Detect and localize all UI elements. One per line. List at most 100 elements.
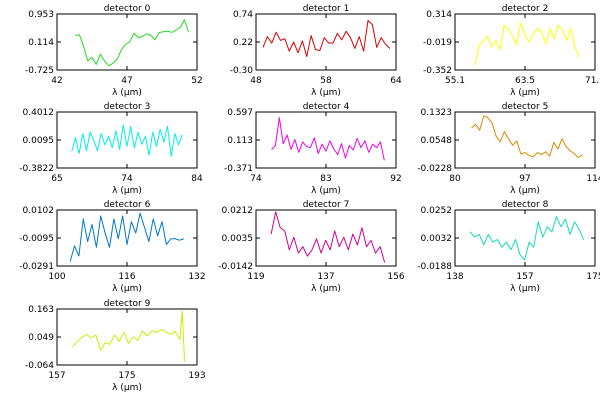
x-axis-label: λ (μm) bbox=[510, 88, 540, 98]
y-tick-label: 0.4012 bbox=[23, 108, 55, 118]
x-tick-label: 63.5 bbox=[515, 76, 535, 86]
plot-frame bbox=[454, 111, 596, 169]
plot-frame bbox=[255, 209, 397, 267]
x-tick-label: 175 bbox=[586, 272, 600, 282]
y-tick-label: 0.0102 bbox=[23, 206, 55, 216]
y-tick-label: -0.371 bbox=[224, 164, 253, 174]
panel-title: detector 7 bbox=[303, 200, 350, 210]
x-tick-label: 74 bbox=[250, 174, 262, 184]
panel-title: detector 1 bbox=[303, 4, 350, 14]
series-line bbox=[471, 115, 583, 159]
x-tick-label: 80 bbox=[449, 174, 461, 184]
x-axis-label: λ (μm) bbox=[311, 186, 341, 196]
y-tick-label: 0.163 bbox=[28, 305, 54, 315]
x-tick-label: 157 bbox=[48, 371, 65, 381]
y-tick-label: -0.0291 bbox=[19, 262, 54, 272]
x-tick-label: 48 bbox=[250, 76, 262, 86]
x-axis-label: λ (μm) bbox=[311, 284, 341, 294]
plot-frame bbox=[255, 111, 397, 169]
x-tick-label: 137 bbox=[317, 272, 334, 282]
plot-frame bbox=[255, 13, 397, 71]
x-tick-label: 64 bbox=[390, 76, 402, 86]
y-tick-label: -0.064 bbox=[25, 361, 54, 371]
x-axis-label: λ (μm) bbox=[510, 186, 540, 196]
series-line bbox=[69, 212, 185, 262]
plot-frame bbox=[56, 13, 198, 71]
y-tick-label: 0.0252 bbox=[421, 206, 453, 216]
y-tick-label: 0.049 bbox=[28, 333, 54, 343]
x-tick-label: 92 bbox=[390, 174, 401, 184]
series-line bbox=[469, 216, 585, 261]
plot-frame bbox=[56, 111, 198, 169]
panel-title: detector 9 bbox=[104, 299, 151, 309]
y-tick-label: 0.1323 bbox=[421, 108, 453, 118]
x-tick-label: 100 bbox=[48, 272, 65, 282]
panel-title: detector 2 bbox=[502, 4, 549, 14]
x-tick-label: 52 bbox=[191, 76, 202, 86]
y-tick-label: -0.30 bbox=[230, 66, 254, 76]
x-axis-label: λ (μm) bbox=[112, 284, 142, 294]
x-tick-label: 74 bbox=[121, 174, 133, 184]
y-tick-label: 0.22 bbox=[233, 38, 253, 48]
x-tick-label: 97 bbox=[519, 174, 530, 184]
x-tick-label: 114 bbox=[586, 174, 600, 184]
y-tick-label: -0.019 bbox=[423, 38, 452, 48]
x-tick-label: 193 bbox=[188, 371, 205, 381]
x-tick-label: 58 bbox=[320, 76, 332, 86]
panel-title: detector 3 bbox=[104, 102, 151, 112]
x-axis-label: λ (μm) bbox=[112, 383, 142, 393]
plot-frame bbox=[56, 209, 198, 267]
x-tick-label: 84 bbox=[191, 174, 203, 184]
y-tick-label: 0.0212 bbox=[222, 206, 254, 216]
series-line bbox=[71, 124, 183, 157]
x-tick-label: 47 bbox=[121, 76, 132, 86]
y-tick-label: 0.0548 bbox=[421, 136, 453, 146]
y-tick-label: -0.0188 bbox=[417, 262, 452, 272]
x-tick-label: 42 bbox=[51, 76, 62, 86]
x-tick-label: 156 bbox=[387, 272, 404, 282]
x-tick-label: 175 bbox=[118, 371, 135, 381]
x-tick-label: 138 bbox=[446, 272, 463, 282]
x-tick-label: 157 bbox=[516, 272, 533, 282]
x-axis-label: λ (μm) bbox=[510, 284, 540, 294]
plot-frame bbox=[56, 308, 198, 366]
y-tick-label: -0.352 bbox=[423, 66, 452, 76]
y-tick-label: -0.0095 bbox=[19, 234, 54, 244]
y-tick-label: -0.725 bbox=[25, 66, 54, 76]
series-line bbox=[262, 19, 391, 58]
x-axis-label: λ (μm) bbox=[311, 88, 341, 98]
x-tick-label: 55.1 bbox=[445, 76, 465, 86]
y-tick-label: 0.0095 bbox=[23, 136, 55, 146]
y-tick-label: -0.0142 bbox=[218, 262, 253, 272]
y-tick-label: 0.74 bbox=[233, 10, 253, 20]
series-line bbox=[474, 22, 580, 66]
series-line bbox=[270, 211, 386, 263]
y-tick-label: -0.3822 bbox=[19, 164, 54, 174]
series-line bbox=[271, 117, 385, 161]
y-tick-label: 0.113 bbox=[227, 136, 253, 146]
y-tick-label: 0.953 bbox=[28, 10, 54, 20]
x-axis-label: λ (μm) bbox=[112, 186, 142, 196]
x-tick-label: 116 bbox=[118, 272, 135, 282]
panel-title: detector 5 bbox=[502, 102, 549, 112]
y-tick-label: 0.0035 bbox=[222, 234, 254, 244]
panel-title: detector 4 bbox=[303, 102, 350, 112]
y-tick-label: 0.314 bbox=[426, 10, 452, 20]
y-tick-label: -0.0228 bbox=[417, 164, 452, 174]
y-tick-label: 0.597 bbox=[227, 108, 253, 118]
x-tick-label: 83 bbox=[320, 174, 331, 184]
panel-title: detector 0 bbox=[104, 4, 151, 14]
x-tick-label: 65 bbox=[51, 174, 62, 184]
panel-title: detector 8 bbox=[502, 200, 549, 210]
